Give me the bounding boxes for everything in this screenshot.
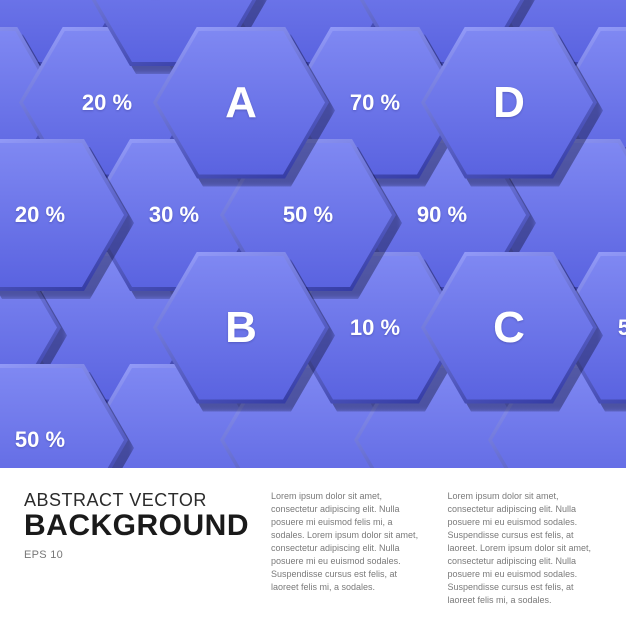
body-col-2: Lorem ipsum dolor sit amet, consectetur … — [448, 490, 603, 608]
hex-label: 10 % — [149, 0, 199, 3]
hex-label: 90 % — [417, 0, 467, 3]
hex-tile-20pct: 20 % — [0, 139, 128, 291]
hex-label: 10 % — [350, 315, 400, 341]
title-line1: ABSTRACT VECTOR — [24, 490, 249, 511]
hex-label: 50 % — [283, 202, 333, 228]
hex-label: 50 % — [618, 315, 626, 341]
title-line2: BACKGROUND — [24, 509, 249, 543]
hex-label: C — [493, 303, 525, 353]
hex-label: A — [225, 78, 257, 128]
title-subtitle: EPS 10 — [24, 549, 249, 561]
body-col-1: Lorem ipsum dolor sit amet, consectetur … — [271, 490, 426, 608]
hex-label: D — [493, 78, 525, 128]
footer: ABSTRACT VECTOR BACKGROUND EPS 10 Lorem … — [0, 468, 626, 626]
hex-tile-50pct: 50 % — [0, 364, 128, 468]
hex-label: 50 % — [15, 427, 65, 453]
hex-tile-B: B — [153, 252, 329, 404]
hex-label: 20 % — [82, 90, 132, 116]
hex-label: 30 % — [149, 202, 199, 228]
hex-label: B — [225, 303, 257, 353]
hex-tile-C: C — [421, 252, 597, 404]
hex-tile-A: A — [153, 27, 329, 179]
hex-label: 90 % — [417, 202, 467, 228]
hex-label: 70 % — [350, 90, 400, 116]
hex-infographic: 10 %90 %20 %A70 %D20 %30 %50 %90 %30 %B1… — [0, 0, 626, 468]
hex-tile-D: D — [421, 27, 597, 179]
title-block: ABSTRACT VECTOR BACKGROUND EPS 10 — [24, 490, 249, 608]
hex-label: 20 % — [15, 202, 65, 228]
